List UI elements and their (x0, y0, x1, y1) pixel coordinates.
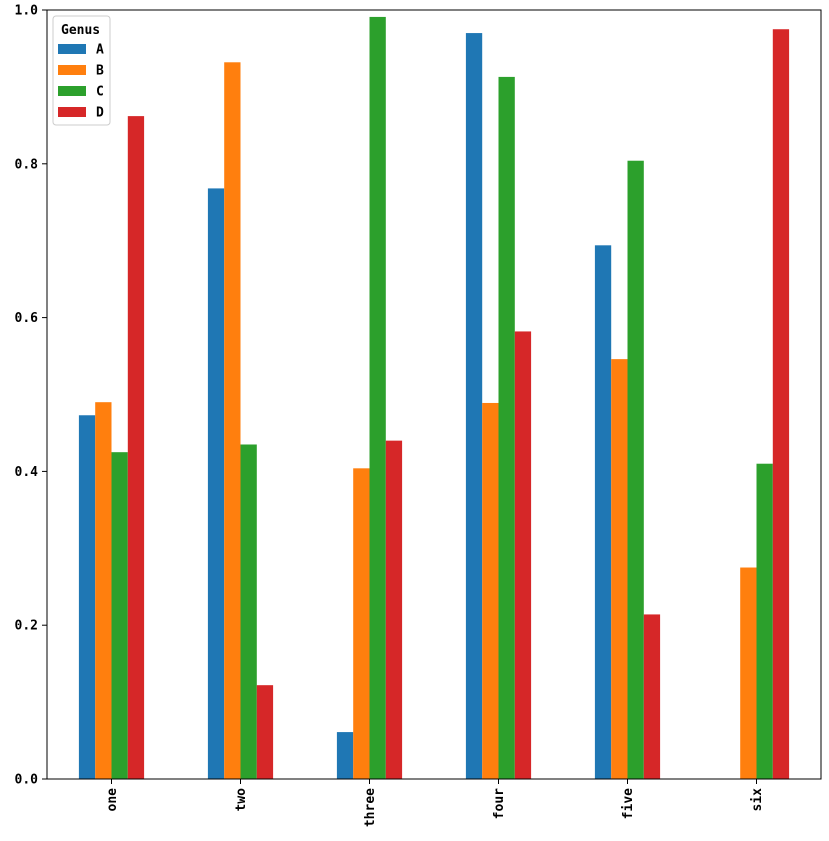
bar-D-three (385, 440, 403, 779)
bar-C-one (111, 452, 128, 779)
bar-A-four (465, 33, 483, 779)
plot-frame (46, 9, 822, 780)
bar-C-four (498, 76, 515, 779)
y-tick-label: 0.6 (15, 311, 39, 326)
x-tick-label-three: three (363, 788, 378, 827)
legend-label-B: B (96, 64, 104, 79)
legend-label-D: D (96, 106, 104, 121)
y-tick-label: 0.2 (15, 619, 38, 634)
bars-group (78, 16, 790, 780)
bar-C-five (627, 160, 644, 780)
bar-B-two (224, 62, 241, 780)
bar-A-two (207, 188, 225, 779)
bar-C-three (369, 16, 386, 780)
legend-label-C: C (96, 85, 104, 100)
bar-A-three (336, 732, 354, 779)
bar-D-five (643, 614, 661, 779)
y-tick-label: 0.4 (15, 465, 39, 480)
x-tick-label-one: one (105, 788, 120, 812)
bar-C-six (756, 463, 773, 779)
bar-A-five (594, 245, 612, 779)
legend-swatch-B (58, 65, 86, 75)
x-tick-label-six: six (750, 788, 765, 812)
bar-B-one (95, 402, 112, 779)
bar-D-one (127, 116, 145, 780)
bar-B-four (482, 402, 499, 779)
bar-A-one (78, 415, 96, 779)
y-axis: 0.0 0.2 0.4 0.6 0.8 1.0 (15, 4, 47, 788)
bar-D-six (772, 29, 790, 780)
legend-swatch-C (58, 86, 86, 96)
bar-B-three (353, 468, 370, 779)
y-tick-label: 0.0 (15, 773, 39, 788)
bar-B-six (740, 567, 757, 779)
x-tick-label-two: two (234, 788, 249, 812)
legend-swatch-D (58, 107, 86, 117)
legend-swatch-A (58, 44, 86, 54)
x-axis: one two three four five six (105, 779, 765, 827)
x-tick-label-four: four (492, 788, 507, 819)
bar-D-two (256, 685, 274, 779)
legend-title: Genus (61, 23, 100, 38)
y-tick-label: 1.0 (15, 4, 39, 19)
bar-B-five (611, 359, 628, 779)
bar-D-four (514, 331, 532, 779)
bar-C-two (240, 444, 257, 779)
legend-label-A: A (96, 43, 104, 58)
y-tick-label: 0.8 (15, 157, 39, 172)
x-tick-label-five: five (621, 788, 636, 819)
